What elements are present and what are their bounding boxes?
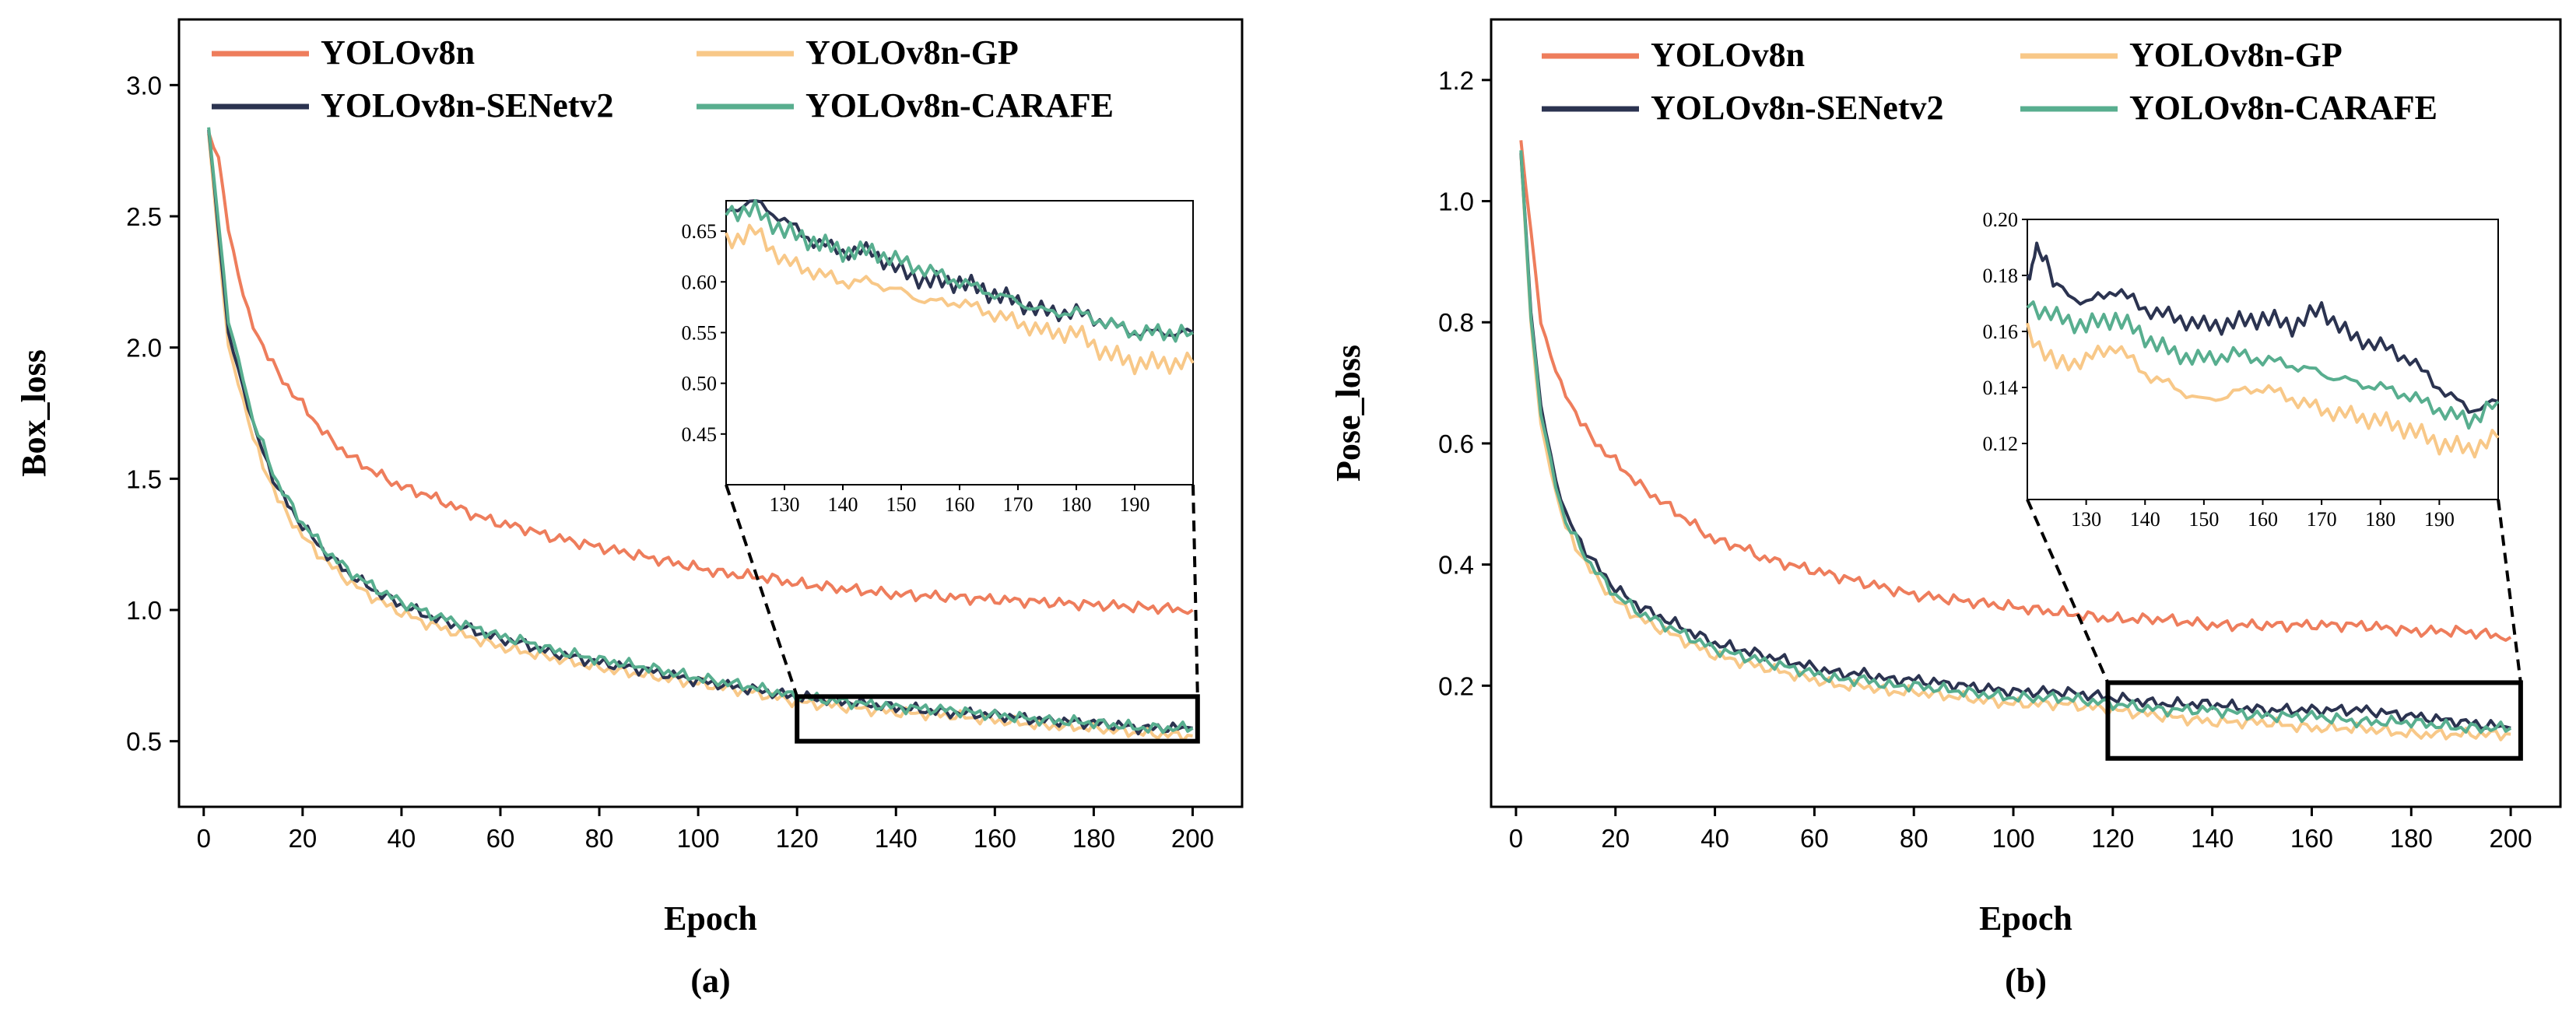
y-tick-label: 0.6 [1438, 429, 1474, 458]
x-tick-label: 80 [585, 824, 614, 853]
x-tick-label: 120 [776, 824, 819, 853]
panel-box-loss: 0 20 40 60 80 100 120 140 160 180 200 0.5 1.0 1.5 2.0 2… [15, 18, 1244, 1000]
panel-label: (b) [2005, 962, 2047, 1000]
x-tick-label: 0 [197, 824, 211, 853]
inset-y-tick-label: 0.45 [682, 423, 718, 446]
inset-x-tick-label: 170 [2307, 508, 2337, 531]
inset-series-line [2026, 322, 2500, 459]
y-tick-label: 1.0 [126, 596, 162, 625]
inset-y-tick-label: 0.16 [1983, 321, 2019, 343]
x-tick-label: 0 [1509, 824, 1523, 853]
panel-pose-loss: 0 20 40 60 80 100 120 140 160 180 200 0.2 0.4 0.6 0.8 1… [1329, 18, 2562, 1000]
inset-frame [2027, 219, 2499, 500]
inset-x-tick-label: 140 [2130, 508, 2160, 531]
inset-y-tick-label: 0.50 [682, 373, 718, 395]
inset-y-tick-label: 0.55 [682, 321, 718, 344]
inset-y-tick-label: 0.60 [682, 271, 718, 293]
legend-label: YOLOv8n-GP [805, 33, 1019, 72]
x-tick-label: 60 [486, 824, 515, 853]
series-line-yolov8n [1519, 140, 2512, 642]
inset-y-tick-label: 0.14 [1983, 377, 2019, 399]
inset-series-line [2026, 300, 2500, 430]
inset-frame [725, 200, 1194, 485]
inset-x-tick-label: 130 [2071, 508, 2101, 531]
inset-x-tick-label: 180 [2365, 508, 2395, 531]
x-tick-label: 40 [388, 824, 416, 853]
y-tick-label: 0.4 [1438, 551, 1474, 580]
inset-x-tick-label: 160 [2248, 508, 2278, 531]
legend-label: YOLOv8n-CARAFE [805, 86, 1114, 124]
y-tick-label: 0.2 [1438, 671, 1474, 700]
inset-x-tick-label: 130 [770, 493, 800, 516]
panel-label: (a) [690, 962, 730, 1000]
x-tick-label: 120 [2091, 824, 2134, 853]
y-tick-label: 0.5 [126, 727, 162, 756]
series-line-yolov8n [207, 131, 1194, 615]
x-tick-label: 160 [2290, 824, 2333, 853]
inset-series-line [725, 223, 1195, 376]
x-tick-label: 180 [1072, 824, 1115, 853]
x-tick-label: 60 [1800, 824, 1829, 853]
plot-frame [1490, 18, 2562, 808]
y-tick-label: 3.0 [126, 71, 162, 100]
inset-y-tick-label: 0.20 [1983, 209, 2019, 231]
inset-series-line [725, 199, 1194, 343]
legend-label: YOLOv8n [1651, 36, 1805, 74]
inset-y-tick-label: 0.65 [682, 220, 718, 243]
y-tick-label: 1.2 [1438, 66, 1474, 95]
x-axis-label: Epoch [1979, 899, 2072, 938]
y-axis-label: Box_loss [15, 349, 53, 477]
x-tick-label: 140 [2191, 824, 2234, 853]
zoom-box [2105, 680, 2523, 761]
zoom-connector [725, 484, 799, 697]
x-tick-label: 140 [875, 824, 918, 853]
plot-frame [177, 18, 1244, 808]
series-line-yolov8n-gp [1519, 153, 2511, 741]
legend-label: YOLOv8n-SENetv2 [321, 86, 613, 124]
inset-x-tick-label: 150 [2188, 508, 2219, 531]
x-axis-label: Epoch [664, 899, 757, 938]
y-tick-label: 1.0 [1438, 188, 1474, 216]
legend-label: YOLOv8n-SENetv2 [1651, 89, 1943, 127]
x-tick-label: 200 [2490, 824, 2532, 853]
inset-x-tick-label: 190 [1120, 493, 1150, 516]
x-tick-label: 80 [1900, 824, 1928, 853]
x-tick-label: 180 [2390, 824, 2433, 853]
series-line-yolov8n-carafe [1519, 150, 2512, 734]
inset-x-tick-label: 180 [1062, 493, 1092, 516]
y-axis-label: Pose_loss [1329, 345, 1367, 482]
inset-x-tick-label: 150 [886, 493, 917, 516]
x-tick-label: 160 [974, 824, 1016, 853]
zoom-connector [1191, 484, 1199, 697]
inset-x-tick-label: 140 [828, 493, 858, 516]
inset-y-tick-label: 0.12 [1983, 433, 2019, 455]
inset-x-tick-label: 160 [945, 493, 975, 516]
zoom-box [795, 694, 1200, 744]
legend-label: YOLOv8n-CARAFE [2129, 89, 2437, 127]
x-tick-label: 20 [288, 824, 317, 853]
legend-label: YOLOv8n-GP [2129, 36, 2343, 74]
zoom-connector [2026, 499, 2110, 684]
zoom-connector [2497, 499, 2522, 683]
x-tick-label: 40 [1700, 824, 1729, 853]
inset-x-tick-label: 190 [2424, 508, 2455, 531]
y-tick-label: 2.0 [126, 334, 162, 363]
y-tick-label: 1.5 [126, 464, 162, 493]
y-tick-label: 2.5 [126, 202, 162, 231]
x-tick-label: 100 [677, 824, 720, 853]
inset-x-tick-label: 170 [1003, 493, 1034, 516]
y-tick-label: 0.8 [1438, 308, 1474, 337]
inset-y-tick-label: 0.18 [1983, 265, 2019, 287]
legend-label: YOLOv8n [321, 33, 475, 72]
x-tick-label: 20 [1601, 824, 1630, 853]
x-tick-label: 100 [1992, 824, 2034, 853]
series-line-yolov8n-carafe [207, 127, 1194, 734]
x-tick-label: 200 [1171, 824, 1214, 853]
inset-series-line [2026, 241, 2499, 414]
